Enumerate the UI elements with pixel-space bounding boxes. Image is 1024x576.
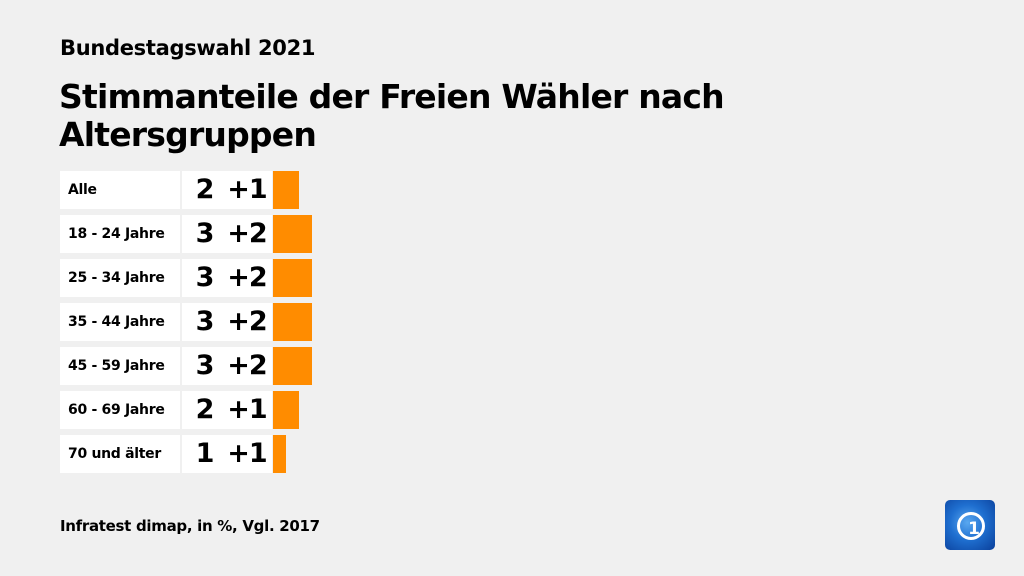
share-value: 1 — [195, 438, 215, 469]
share-value: 3 — [195, 306, 215, 337]
row-label: 70 und älter — [60, 435, 180, 473]
change-value: +1 — [227, 438, 267, 469]
logo-ring: 1 — [957, 512, 985, 540]
share-value: 2 — [195, 174, 215, 205]
bar — [273, 391, 299, 429]
chart-row-35-44: 35 - 44 Jahre 3 +2 — [60, 303, 360, 341]
row-label: 35 - 44 Jahre — [60, 303, 180, 341]
source-note: Infratest dimap, in %, Vgl. 2017 — [60, 517, 320, 535]
row-label: 25 - 34 Jahre — [60, 259, 180, 297]
chart-row-60-69: 60 - 69 Jahre 2 +1 — [60, 391, 360, 429]
value-cell: 1 +1 — [182, 435, 272, 473]
change-value: +2 — [227, 350, 267, 381]
change-value: +2 — [227, 218, 267, 249]
chart-row-70-plus: 70 und älter 1 +1 — [60, 435, 360, 473]
value-cell: 3 +2 — [182, 303, 272, 341]
share-value: 2 — [195, 394, 215, 425]
chart-row-25-34: 25 - 34 Jahre 3 +2 — [60, 259, 360, 297]
tagesschau-globe-icon: 1 — [945, 500, 995, 550]
bar — [273, 435, 286, 473]
bar — [273, 259, 312, 297]
subtitle: Bundestagswahl 2021 — [60, 36, 316, 60]
row-label: 60 - 69 Jahre — [60, 391, 180, 429]
change-value: +1 — [227, 394, 267, 425]
bar — [273, 215, 312, 253]
value-cell: 2 +1 — [182, 171, 272, 209]
share-value: 3 — [195, 262, 215, 293]
chart-title: Stimmanteile der Freien Wähler nach Alte… — [59, 77, 725, 154]
change-value: +2 — [227, 262, 267, 293]
value-cell: 2 +1 — [182, 391, 272, 429]
row-label: Alle — [60, 171, 180, 209]
value-cell: 3 +2 — [182, 215, 272, 253]
row-label: 45 - 59 Jahre — [60, 347, 180, 385]
share-value: 3 — [195, 218, 215, 249]
share-value: 3 — [195, 350, 215, 381]
bar — [273, 303, 312, 341]
value-cell: 3 +2 — [182, 347, 272, 385]
change-value: +1 — [227, 174, 267, 205]
logo-one-glyph: 1 — [968, 519, 980, 539]
bar — [273, 171, 299, 209]
row-label: 18 - 24 Jahre — [60, 215, 180, 253]
chart-row-45-59: 45 - 59 Jahre 3 +2 — [60, 347, 360, 385]
value-cell: 3 +2 — [182, 259, 272, 297]
chart-row-alle: Alle 2 +1 — [60, 171, 360, 209]
bar — [273, 347, 312, 385]
chart-row-18-24: 18 - 24 Jahre 3 +2 — [60, 215, 360, 253]
change-value: +2 — [227, 306, 267, 337]
